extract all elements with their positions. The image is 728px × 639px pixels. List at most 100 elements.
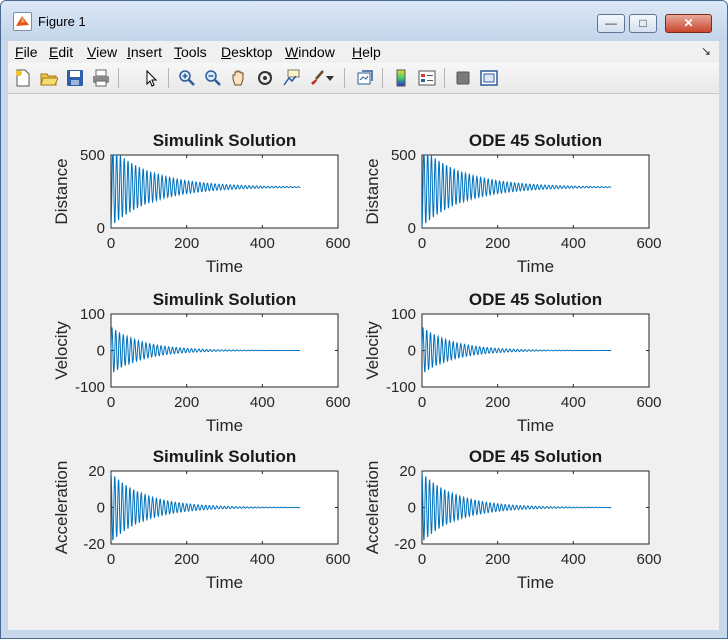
toolbar-separator bbox=[118, 68, 119, 88]
x-tick-label: 400 bbox=[561, 551, 586, 568]
y-tick-label: 0 bbox=[97, 500, 105, 517]
zoom-in-icon[interactable] bbox=[176, 67, 198, 89]
minimize-button[interactable]: — bbox=[597, 14, 625, 33]
y-tick-label: -20 bbox=[83, 536, 105, 553]
axes-box bbox=[421, 154, 650, 229]
x-axis-label: Time bbox=[206, 573, 243, 592]
menu-insert[interactable]: Insert bbox=[127, 44, 163, 60]
subplot-title: Simulink Solution bbox=[153, 290, 297, 309]
brush-dropdown-icon[interactable] bbox=[324, 67, 336, 89]
menu-tools[interactable]: Tools bbox=[174, 44, 207, 60]
series-line bbox=[421, 154, 612, 227]
pan-icon[interactable] bbox=[228, 67, 250, 89]
x-tick-label: 400 bbox=[250, 394, 275, 411]
x-tick-label: 200 bbox=[174, 551, 199, 568]
y-axis-label: Velocity bbox=[52, 321, 71, 380]
series-line bbox=[110, 154, 301, 227]
y-tick-label: 500 bbox=[391, 147, 416, 164]
x-tick-label: 200 bbox=[174, 235, 199, 252]
x-tick-label: 0 bbox=[418, 235, 426, 252]
hide-plot-tools-icon[interactable] bbox=[452, 67, 474, 89]
x-tick-label: 400 bbox=[561, 394, 586, 411]
y-tick-label: 100 bbox=[391, 306, 416, 323]
x-axis-label: Time bbox=[517, 257, 554, 276]
menu-window[interactable]: Window bbox=[285, 44, 335, 60]
y-tick-label: 0 bbox=[408, 500, 416, 517]
menu-help[interactable]: Help bbox=[352, 44, 381, 60]
series-line bbox=[110, 472, 301, 541]
window-title: Figure 1 bbox=[38, 14, 86, 29]
x-tick-label: 200 bbox=[174, 394, 199, 411]
link-plot-icon[interactable] bbox=[354, 67, 376, 89]
matlab-icon bbox=[13, 12, 32, 31]
y-tick-label: -100 bbox=[75, 379, 105, 396]
dock-arrow-icon[interactable]: ↘ bbox=[700, 44, 711, 58]
rotate-3d-icon[interactable] bbox=[254, 67, 276, 89]
subplot-1[interactable]: 0 200 400 600 0 500 Simulink Solution Time Dista… bbox=[52, 131, 351, 276]
colorbar-icon[interactable] bbox=[390, 67, 412, 89]
save-icon[interactable] bbox=[64, 67, 86, 89]
menu-edit[interactable]: Edit bbox=[49, 44, 74, 60]
x-tick-label: 600 bbox=[636, 235, 661, 252]
y-tick-label: 20 bbox=[399, 463, 416, 480]
x-tick-label: 0 bbox=[107, 235, 115, 252]
y-tick-label: 0 bbox=[408, 343, 416, 360]
menu-file[interactable]: File bbox=[15, 44, 38, 60]
pointer-icon[interactable] bbox=[140, 67, 162, 89]
print-icon[interactable] bbox=[90, 67, 112, 89]
axes-box bbox=[110, 470, 339, 545]
x-tick-label: 200 bbox=[485, 235, 510, 252]
axes-box bbox=[110, 154, 339, 229]
y-axis-label: Distance bbox=[363, 158, 382, 224]
subplot-title: ODE 45 Solution bbox=[469, 290, 602, 309]
maximize-button[interactable]: □ bbox=[629, 14, 657, 33]
open-file-icon[interactable] bbox=[38, 67, 60, 89]
subplot-title: ODE 45 Solution bbox=[469, 447, 602, 466]
close-button[interactable]: ✕ bbox=[665, 14, 712, 33]
y-axis-label: Velocity bbox=[363, 321, 382, 380]
x-tick-label: 400 bbox=[250, 551, 275, 568]
x-tick-label: 200 bbox=[485, 394, 510, 411]
y-axis-label: Distance bbox=[52, 158, 71, 224]
title-bar[interactable]: Figure 1 — □ ✕ bbox=[1, 1, 727, 41]
data-cursor-icon[interactable] bbox=[280, 67, 302, 89]
toolbar-separator bbox=[344, 68, 345, 88]
x-axis-label: Time bbox=[517, 573, 554, 592]
y-tick-label: 0 bbox=[97, 220, 105, 237]
toolbar-separator bbox=[168, 68, 169, 88]
x-tick-label: 0 bbox=[107, 394, 115, 411]
axes-box bbox=[421, 470, 650, 545]
brush-icon[interactable] bbox=[306, 67, 328, 89]
x-tick-label: 0 bbox=[107, 551, 115, 568]
subplot-title: ODE 45 Solution bbox=[469, 131, 602, 150]
toolbar-separator bbox=[382, 68, 383, 88]
x-tick-label: 400 bbox=[250, 235, 275, 252]
series-line bbox=[421, 327, 612, 373]
x-axis-label: Time bbox=[517, 416, 554, 435]
y-tick-label: 500 bbox=[80, 147, 105, 164]
subplot-2[interactable]: 0 200 400 600 0 500 ODE 45 Solution Time Distanc… bbox=[363, 131, 662, 276]
x-tick-label: 200 bbox=[485, 551, 510, 568]
x-tick-label: 400 bbox=[561, 235, 586, 252]
menu-view[interactable]: View bbox=[87, 44, 118, 60]
show-plot-tools-icon[interactable] bbox=[478, 67, 500, 89]
menu-desktop[interactable]: Desktop bbox=[221, 44, 273, 60]
new-figure-icon[interactable] bbox=[12, 67, 34, 89]
figure-toolbar bbox=[8, 63, 719, 94]
y-tick-label: 0 bbox=[97, 343, 105, 360]
x-tick-label: 600 bbox=[325, 394, 350, 411]
legend-icon[interactable] bbox=[416, 67, 438, 89]
x-tick-label: 600 bbox=[325, 235, 350, 252]
x-tick-label: 600 bbox=[636, 394, 661, 411]
x-axis-label: Time bbox=[206, 257, 243, 276]
zoom-out-icon[interactable] bbox=[202, 67, 224, 89]
y-axis-label: Acceleration bbox=[52, 461, 71, 555]
figure-canvas[interactable]: 0 200 400 600 0 500 Simulink Solution Time Dista… bbox=[8, 94, 719, 630]
y-tick-label: 100 bbox=[80, 306, 105, 323]
